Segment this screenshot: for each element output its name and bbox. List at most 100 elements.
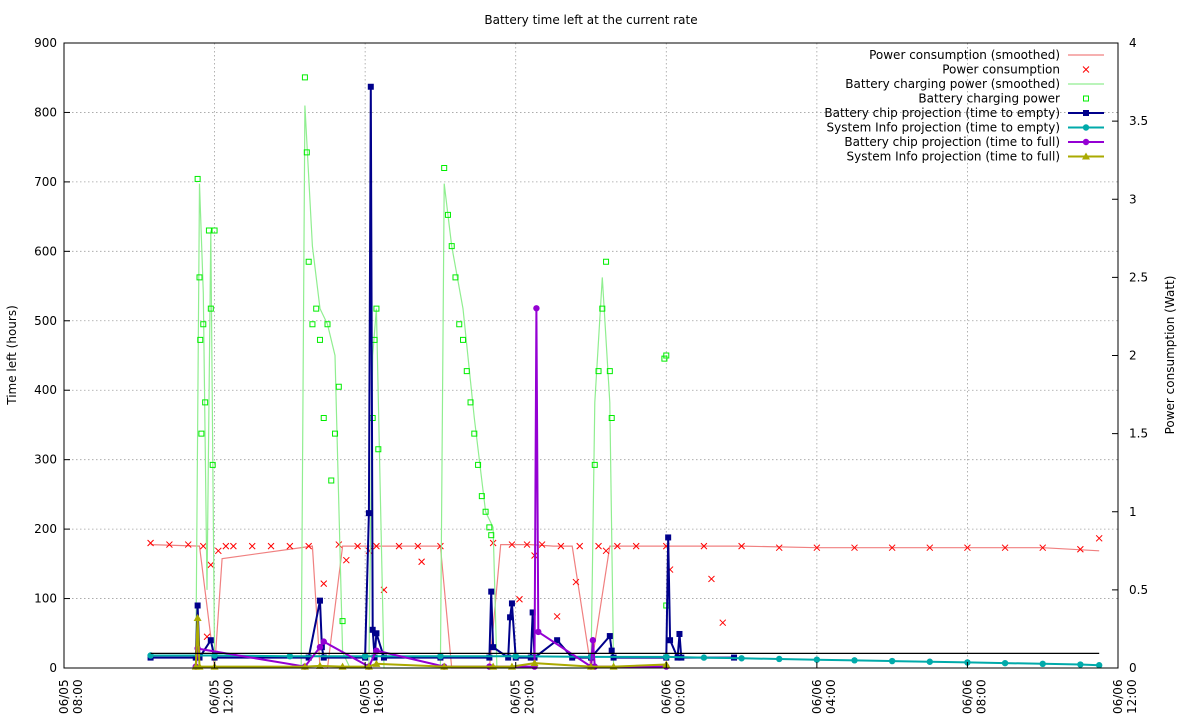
data-point [372, 659, 381, 667]
data-point [606, 633, 613, 640]
data-point [369, 626, 376, 633]
data-point [661, 355, 668, 362]
data-point [342, 556, 350, 564]
data-point [332, 430, 339, 437]
y2-tick-label: 1.5 [1129, 427, 1148, 441]
data-point [738, 542, 745, 550]
data-point [813, 656, 821, 663]
data-point [589, 637, 597, 644]
data-point [320, 580, 328, 587]
legend-label: Battery chip projection (time to empty) [824, 106, 1060, 120]
data-point [463, 368, 470, 375]
data-point [591, 461, 598, 468]
data-point [775, 544, 783, 552]
data-point [508, 541, 516, 548]
data-point [632, 542, 640, 550]
data-point [608, 647, 615, 654]
data-point [529, 609, 536, 616]
y2-tick-label: 2 [1129, 349, 1137, 363]
legend-marker [1083, 110, 1089, 116]
y2-tick-label: 0.5 [1129, 583, 1148, 597]
y-tick-label: 800 [34, 105, 57, 119]
y-tick-label: 300 [34, 453, 57, 467]
data-point [286, 542, 294, 550]
y2-axis-label: Power consumption (Watt) [1163, 276, 1177, 435]
data-point [486, 654, 493, 661]
data-point [475, 461, 482, 468]
data-point [230, 542, 237, 550]
data-point [523, 541, 531, 548]
legend-marker [1082, 138, 1090, 146]
y-axis-label: Time left (hours) [5, 305, 19, 406]
grid [64, 43, 1118, 668]
data-point [248, 542, 256, 550]
data-point [198, 430, 205, 437]
legend-label: Battery charging power [918, 92, 1060, 106]
data-point [665, 534, 672, 541]
data-point [576, 542, 584, 550]
data-point [207, 561, 215, 569]
data-point [572, 578, 580, 586]
data-point [222, 542, 230, 550]
data-point [1095, 662, 1103, 669]
data-point [305, 258, 312, 265]
data-point [202, 399, 209, 406]
data-point [553, 613, 561, 620]
data-point [538, 541, 546, 548]
legend-label: Power consumption [942, 63, 1060, 77]
data-point [719, 619, 727, 627]
data-point [486, 524, 493, 531]
data-point [527, 654, 534, 661]
data-point [437, 542, 444, 550]
data-point [595, 542, 602, 550]
series-0 [150, 544, 1100, 669]
data-point [1095, 534, 1103, 542]
x-tick-label: 06/0516:00 [358, 679, 386, 714]
legend-label: Power consumption (smoothed) [869, 48, 1060, 62]
data-point [367, 83, 374, 90]
data-point [354, 542, 361, 550]
data-point [533, 305, 540, 312]
series-line [150, 544, 1100, 669]
data-point [1001, 544, 1009, 552]
data-point [926, 544, 934, 552]
data-point [207, 637, 214, 644]
data-point [557, 542, 565, 550]
data-point [667, 637, 674, 644]
data-point [456, 321, 463, 328]
data-point [303, 149, 310, 156]
legend-label: Battery charging power (smoothed) [845, 77, 1060, 91]
legend-marker [1082, 66, 1090, 73]
data-point [1001, 659, 1009, 667]
data-point [926, 658, 933, 665]
plot-area [147, 74, 1103, 670]
data-point [184, 541, 192, 548]
y2-tick-label: 0 [1129, 661, 1137, 675]
data-point [373, 542, 380, 550]
data-point [316, 597, 323, 604]
data-point [452, 274, 459, 281]
data-point [505, 654, 512, 661]
x-tick-label: 06/0508:00 [57, 679, 85, 714]
y2-tick-label: 2.5 [1129, 270, 1148, 284]
data-point [305, 542, 313, 550]
x-tick-label: 06/0600:00 [659, 679, 687, 714]
data-point [700, 654, 708, 661]
legend-label: System Info projection (time to full) [847, 150, 1060, 164]
data-point [595, 368, 602, 375]
data-point [361, 652, 369, 660]
y-tick-label: 500 [34, 314, 57, 328]
data-point [320, 638, 327, 645]
data-point [488, 588, 495, 595]
data-point [613, 542, 621, 550]
data-point [373, 305, 380, 312]
data-point [375, 446, 382, 453]
data-point [320, 415, 327, 421]
data-point [200, 321, 207, 328]
data-point [603, 258, 610, 265]
data-point [313, 305, 320, 312]
data-point [194, 175, 201, 182]
data-point [339, 618, 346, 625]
data-point [606, 368, 613, 375]
